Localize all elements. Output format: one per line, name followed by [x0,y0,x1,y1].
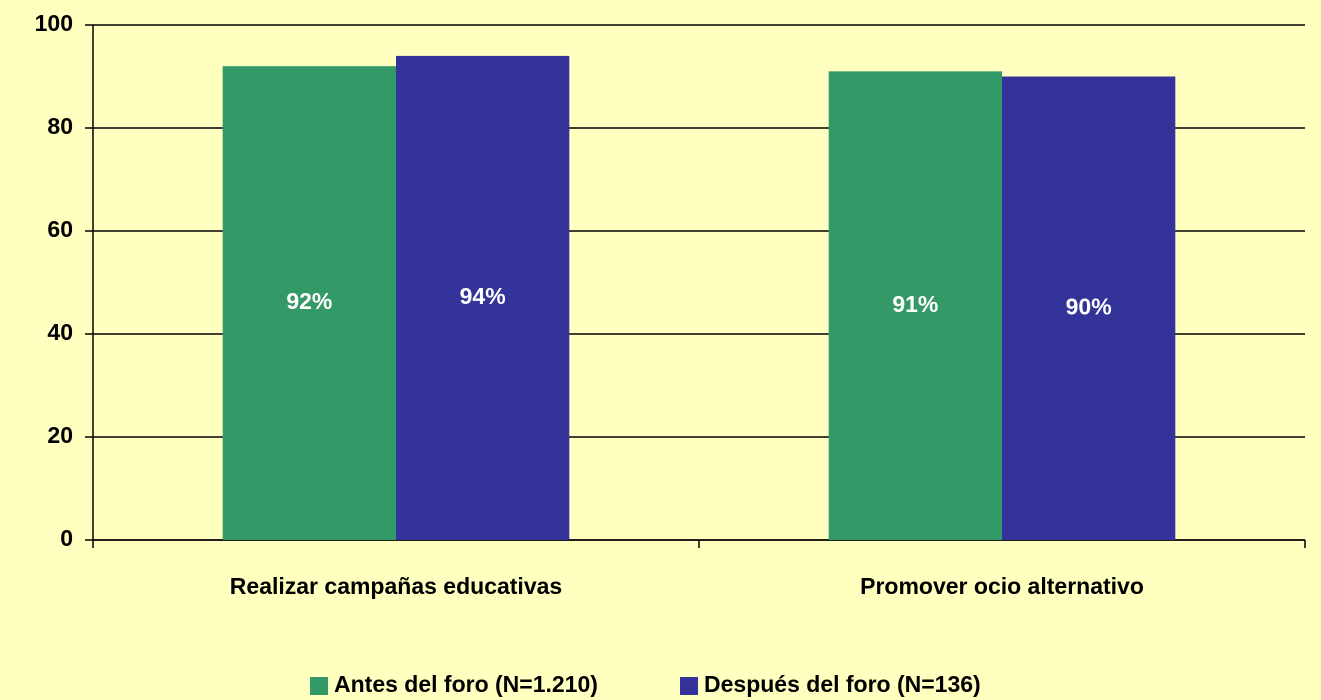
legend-label: Antes del foro (N=1.210) [334,671,598,697]
y-tick-label: 100 [35,10,73,36]
y-tick-label: 20 [47,422,73,448]
y-tick-label: 0 [60,525,73,551]
y-tick-label: 60 [47,216,73,242]
bar [1002,76,1176,540]
bar [828,71,1002,540]
x-tick-label: Promover ocio alternativo [860,573,1144,599]
bar [222,66,396,540]
legend-swatch [680,677,698,695]
legend-label: Después del foro (N=136) [704,671,981,697]
legend-swatch [310,677,328,695]
value-label: 90% [1066,293,1112,319]
x-tick-label: Realizar campañas educativas [230,573,562,599]
value-label: 91% [892,291,938,317]
value-label: 92% [286,288,332,314]
value-label: 94% [460,283,506,309]
bar [396,55,570,541]
y-tick-label: 40 [47,319,73,345]
y-tick-label: 80 [47,113,73,139]
